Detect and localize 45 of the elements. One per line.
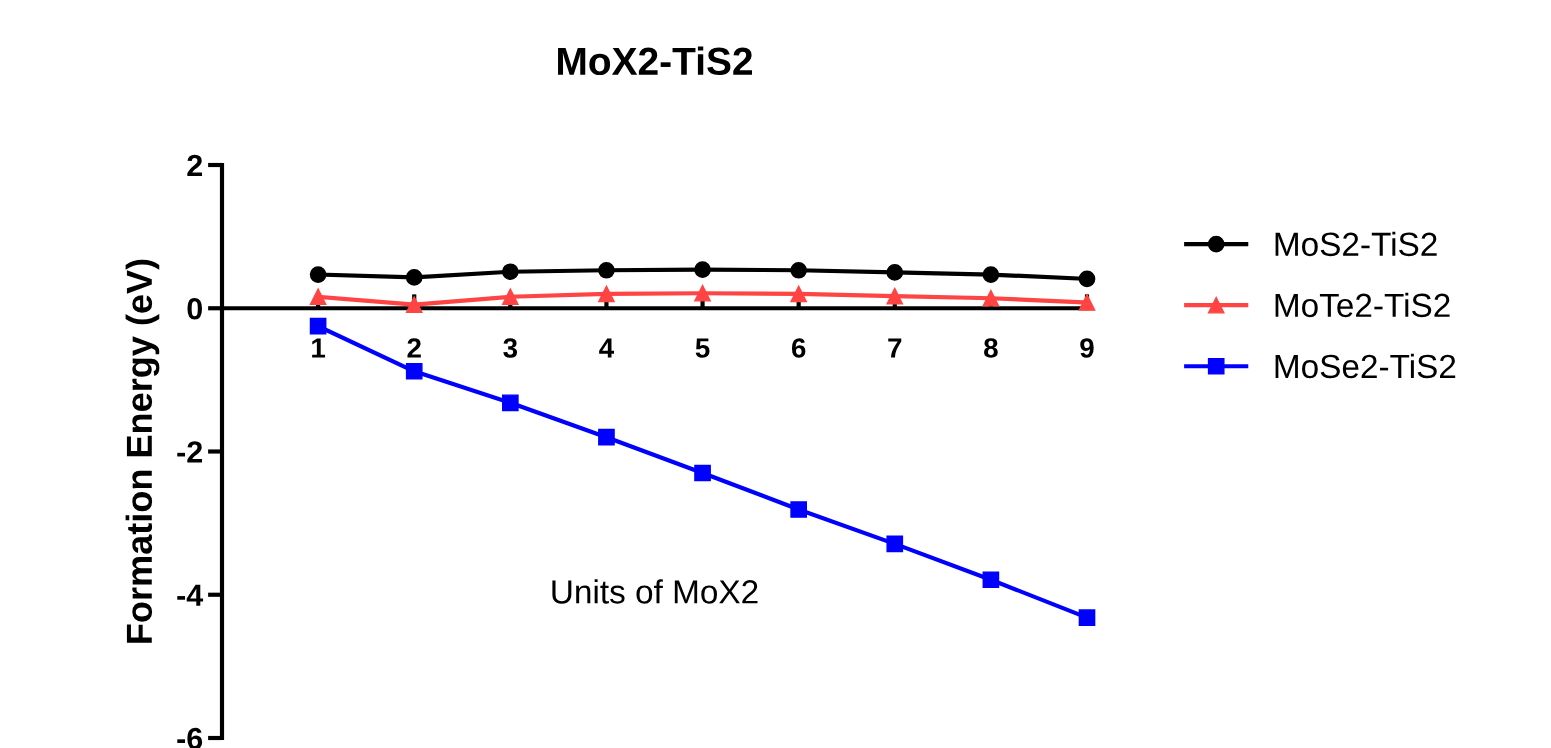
point bbox=[405, 362, 423, 380]
legend-label: MoSe2-TiS2 bbox=[1275, 353, 1456, 379]
point bbox=[598, 285, 615, 303]
x-tick-label: 5 bbox=[695, 338, 710, 358]
point bbox=[501, 288, 519, 306]
point bbox=[309, 266, 327, 283]
point bbox=[1078, 270, 1096, 288]
point bbox=[309, 288, 327, 306]
point bbox=[886, 287, 904, 305]
point bbox=[982, 571, 1000, 589]
legend-label: MoTe2-TiS2 bbox=[1275, 292, 1450, 318]
point bbox=[1078, 609, 1096, 627]
point bbox=[886, 535, 904, 553]
y-tick-label: -2 bbox=[177, 441, 203, 463]
point bbox=[790, 261, 808, 279]
point bbox=[501, 394, 519, 412]
point bbox=[790, 501, 808, 518]
y-tick-label: 2 bbox=[187, 154, 203, 177]
x-tick-label: 3 bbox=[503, 338, 518, 358]
chart-title: MoX2-TiS2 bbox=[558, 46, 752, 76]
x-tick-label: 7 bbox=[888, 338, 902, 358]
x-tick-label: 2 bbox=[407, 338, 421, 358]
point bbox=[405, 269, 423, 286]
point bbox=[694, 464, 711, 482]
point bbox=[982, 289, 1000, 307]
x-axis-title: Units of MoX2 bbox=[552, 579, 758, 604]
x-tick-label: 1 bbox=[312, 338, 326, 358]
point bbox=[886, 264, 904, 281]
point bbox=[694, 284, 711, 302]
point bbox=[982, 266, 1000, 283]
x-tick-label: 4 bbox=[599, 338, 615, 358]
point bbox=[598, 261, 615, 279]
y-axis-title: Formation Energy (eV) bbox=[125, 259, 160, 643]
point bbox=[694, 261, 711, 278]
point bbox=[598, 428, 615, 446]
point bbox=[309, 317, 327, 335]
y-tick-label: 0 bbox=[187, 297, 202, 320]
point bbox=[405, 296, 423, 314]
point bbox=[790, 285, 808, 303]
x-tick-label: 6 bbox=[791, 338, 806, 358]
x-tick-label: 8 bbox=[984, 338, 998, 358]
legend-label: MoS2-TiS2 bbox=[1275, 231, 1437, 257]
point bbox=[501, 263, 519, 281]
x-tick-label: 9 bbox=[1080, 338, 1094, 358]
y-tick-label: -4 bbox=[177, 584, 204, 606]
